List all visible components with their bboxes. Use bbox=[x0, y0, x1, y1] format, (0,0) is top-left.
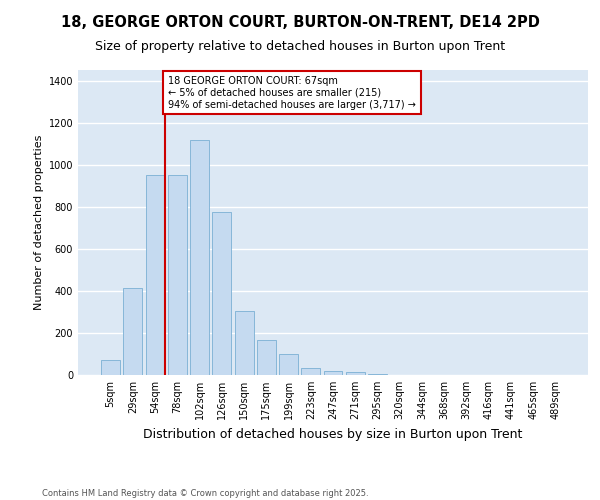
Text: 18 GEORGE ORTON COURT: 67sqm
← 5% of detached houses are smaller (215)
94% of se: 18 GEORGE ORTON COURT: 67sqm ← 5% of det… bbox=[168, 76, 416, 110]
Bar bbox=[212, 212, 231, 375]
Bar bbox=[346, 372, 365, 375]
Bar bbox=[101, 360, 120, 375]
Text: 18, GEORGE ORTON COURT, BURTON-ON-TRENT, DE14 2PD: 18, GEORGE ORTON COURT, BURTON-ON-TRENT,… bbox=[61, 15, 539, 30]
Bar bbox=[235, 311, 254, 375]
Text: Size of property relative to detached houses in Burton upon Trent: Size of property relative to detached ho… bbox=[95, 40, 505, 53]
Bar bbox=[323, 371, 343, 375]
Y-axis label: Number of detached properties: Number of detached properties bbox=[34, 135, 44, 310]
Bar bbox=[279, 354, 298, 375]
Bar bbox=[257, 340, 276, 375]
X-axis label: Distribution of detached houses by size in Burton upon Trent: Distribution of detached houses by size … bbox=[143, 428, 523, 440]
Bar bbox=[168, 175, 187, 375]
Text: Contains HM Land Registry data © Crown copyright and database right 2025.: Contains HM Land Registry data © Crown c… bbox=[42, 488, 368, 498]
Bar bbox=[146, 175, 164, 375]
Bar bbox=[190, 140, 209, 375]
Bar bbox=[368, 374, 387, 375]
Bar bbox=[124, 288, 142, 375]
Bar bbox=[301, 368, 320, 375]
